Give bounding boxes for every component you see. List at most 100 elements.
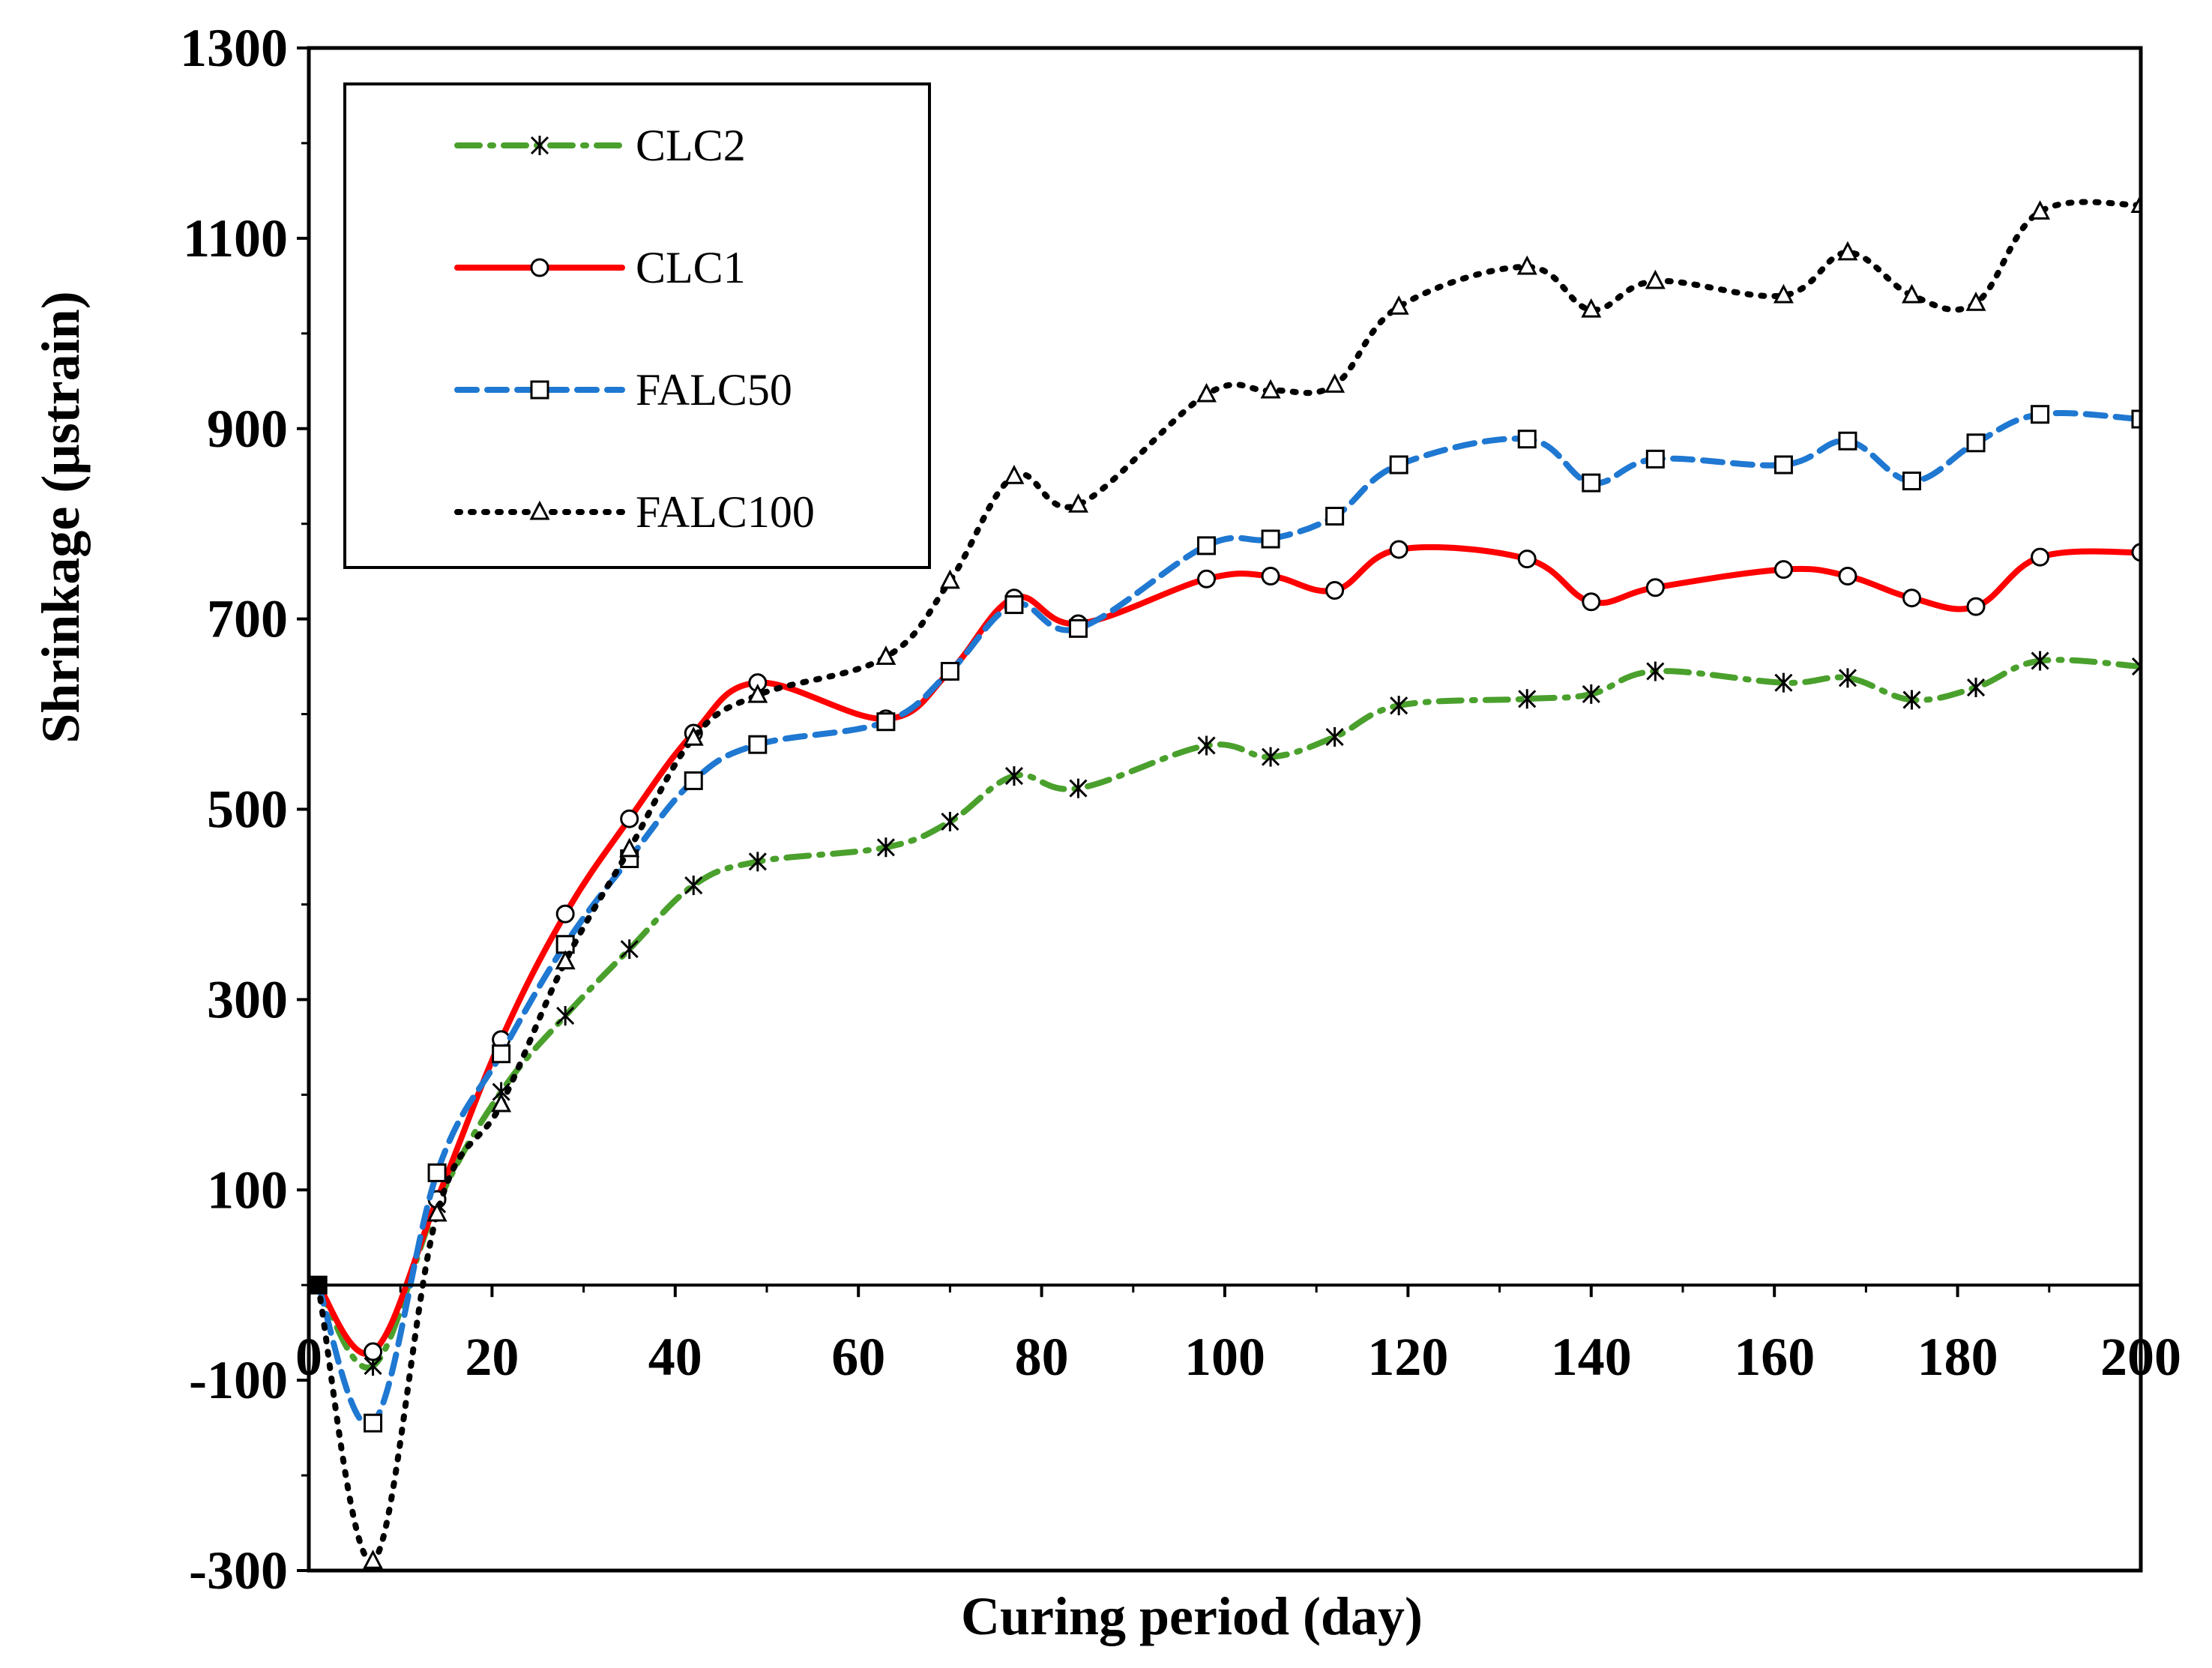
data-point xyxy=(1004,595,1024,615)
data-point xyxy=(2031,547,2050,567)
data-point xyxy=(940,661,959,681)
data-point xyxy=(1325,507,1345,526)
x-tick-label: 40 xyxy=(648,1327,702,1387)
x-tick-label: 140 xyxy=(1551,1327,1632,1387)
legend-label: CLC1 xyxy=(636,243,746,292)
legend-item: FALC50 xyxy=(454,365,792,415)
data-point xyxy=(1773,560,1793,579)
legend-box xyxy=(343,82,931,569)
data-point xyxy=(1262,747,1280,767)
data-point xyxy=(1646,661,1665,681)
y-tick-label: 1300 xyxy=(180,18,288,78)
series-line xyxy=(315,657,2141,1371)
x-tick-label: 0 xyxy=(295,1327,322,1387)
series-clc2 xyxy=(315,651,2141,1376)
legend-item: CLC2 xyxy=(454,121,746,170)
data-point xyxy=(1838,431,1857,451)
series-falc100 xyxy=(315,193,2141,1569)
data-point xyxy=(1645,449,1665,469)
data-point xyxy=(876,837,895,858)
data-point xyxy=(2130,193,2141,213)
data-point xyxy=(1261,567,1280,586)
data-point xyxy=(684,771,703,790)
legend-label: FALC50 xyxy=(636,365,792,415)
y-tick-label: 1100 xyxy=(183,208,288,268)
data-point xyxy=(1517,550,1537,569)
legend-label: FALC100 xyxy=(636,487,815,537)
y-tick-label: 500 xyxy=(207,780,288,840)
data-point xyxy=(876,712,896,732)
data-point xyxy=(1261,529,1280,549)
data-point xyxy=(1325,727,1344,747)
data-point xyxy=(1197,569,1217,588)
data-point xyxy=(1390,696,1408,716)
data-point xyxy=(939,569,960,589)
data-point xyxy=(1966,597,1986,616)
data-point xyxy=(1902,283,1922,304)
axes: -300 -100 100 300 500 700 900 1100 1300 0 20 40 60 80… xyxy=(180,18,2181,1601)
data-point xyxy=(1389,540,1408,559)
legend-marker xyxy=(530,136,549,155)
data-point xyxy=(1838,668,1857,688)
data-point xyxy=(427,1163,447,1182)
data-point xyxy=(1773,455,1793,475)
data-point xyxy=(1260,379,1281,399)
data-point xyxy=(427,1202,447,1222)
data-point xyxy=(876,645,896,665)
y-tick-label: 900 xyxy=(207,399,288,459)
x-tick-label: 120 xyxy=(1367,1327,1448,1387)
data-point xyxy=(1068,618,1088,638)
data-point xyxy=(492,1044,511,1064)
data-point xyxy=(683,726,704,746)
y-tick-label: 100 xyxy=(207,1160,288,1220)
x-tick-label: 60 xyxy=(831,1327,885,1387)
data-point xyxy=(364,1413,383,1433)
data-point xyxy=(1325,581,1345,600)
data-point xyxy=(748,735,768,754)
data-point xyxy=(1197,735,1216,756)
data-point xyxy=(1966,678,1986,698)
data-point xyxy=(684,876,703,896)
data-point xyxy=(620,939,639,960)
data-point xyxy=(1582,592,1601,612)
data-point xyxy=(1518,689,1537,709)
x-tick-label: 80 xyxy=(1015,1327,1069,1387)
x-tick-label: 20 xyxy=(465,1327,519,1387)
data-point xyxy=(555,904,575,924)
data-point xyxy=(1582,473,1601,493)
legend-marker xyxy=(530,380,549,400)
y-axis-title: Shrinkage (µstrain) xyxy=(31,291,91,744)
data-point xyxy=(2131,657,2141,677)
data-point xyxy=(1582,684,1600,704)
data-point xyxy=(1196,382,1217,403)
legend-label: CLC2 xyxy=(636,121,746,170)
data-point xyxy=(620,809,639,828)
data-point xyxy=(1581,298,1602,318)
y-tick-label: -100 xyxy=(189,1350,288,1410)
y-tick-label: 300 xyxy=(207,969,288,1029)
x-tick-label: 100 xyxy=(1184,1327,1265,1387)
series-falc50 xyxy=(315,405,2141,1433)
data-point xyxy=(1774,672,1793,693)
data-point xyxy=(2031,651,2049,671)
data-point xyxy=(1645,269,1666,289)
data-point xyxy=(491,1092,512,1112)
data-point xyxy=(1966,433,1986,453)
data-point xyxy=(2131,409,2141,429)
data-point xyxy=(2031,405,2050,424)
data-point xyxy=(941,812,959,831)
data-point xyxy=(2131,543,2141,562)
data-point xyxy=(1389,455,1408,475)
data-point xyxy=(1517,430,1537,449)
data-point xyxy=(1773,283,1794,304)
x-tick-label: 160 xyxy=(1734,1327,1815,1387)
legend-item: FALC100 xyxy=(454,487,815,537)
x-axis-title: Curing period (day) xyxy=(961,1586,1423,1646)
data-point xyxy=(363,1550,384,1569)
data-point xyxy=(1068,493,1088,513)
data-point xyxy=(619,837,640,858)
data-point xyxy=(1516,255,1537,275)
data-point xyxy=(1069,778,1088,798)
data-point xyxy=(1004,766,1024,786)
data-point xyxy=(1388,295,1409,315)
